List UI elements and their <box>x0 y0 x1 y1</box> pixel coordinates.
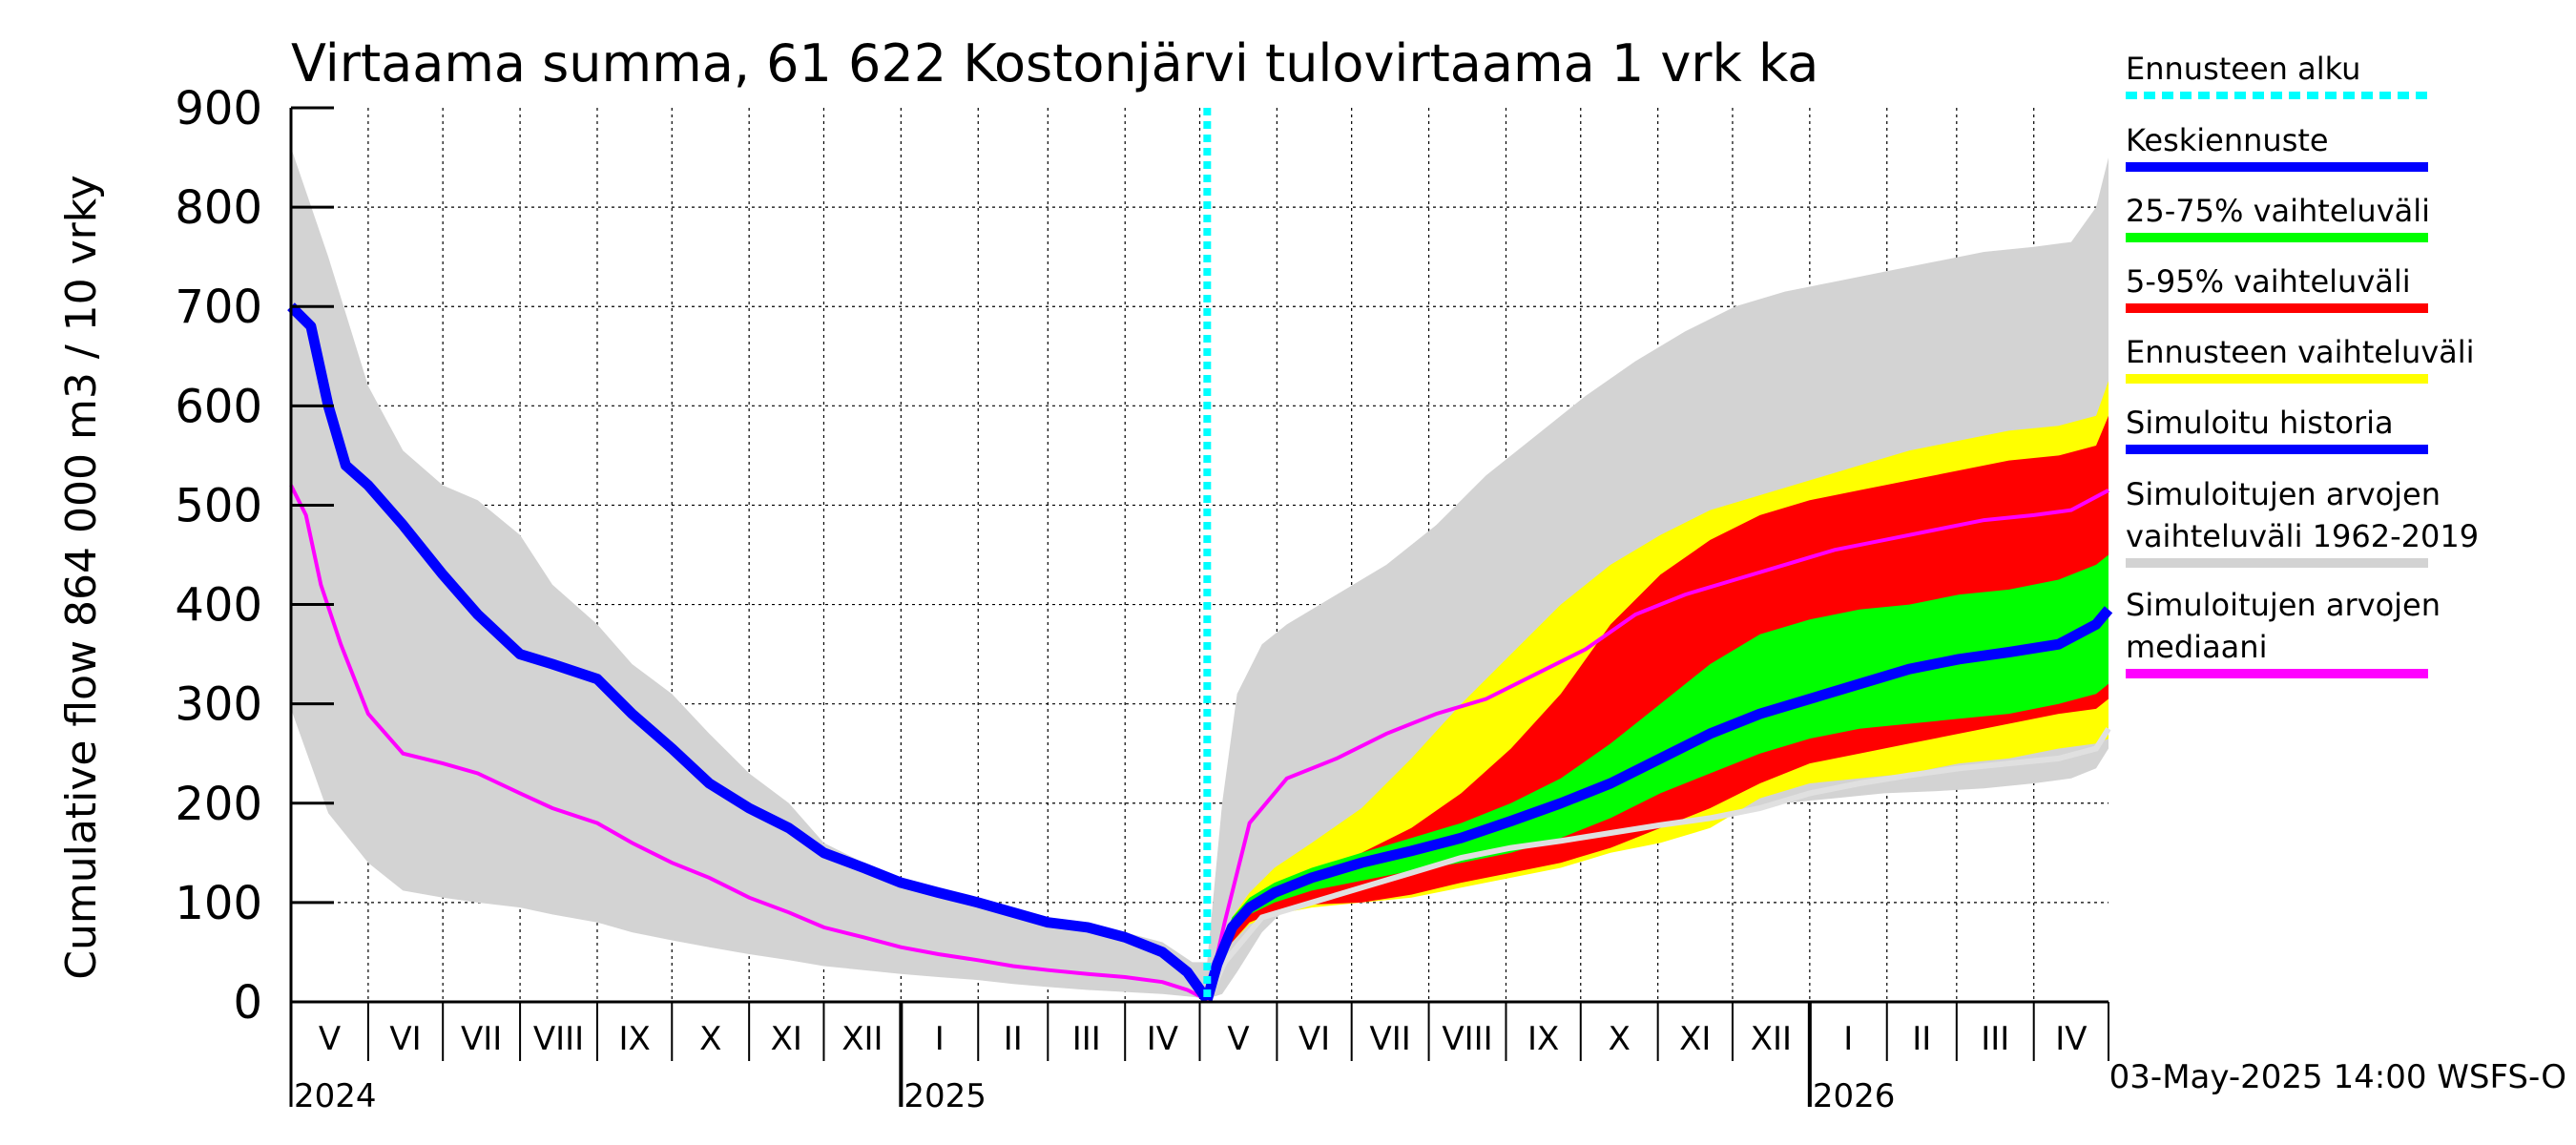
y-tick-label-500: 500 <box>175 479 262 532</box>
y-tick-label-800: 800 <box>175 181 262 235</box>
month-label-22: III <box>1981 1020 2009 1058</box>
legend-label-2: 25-75% vaihteluväli <box>2126 193 2430 229</box>
legend-label-0: Ennusteen alku <box>2126 51 2360 87</box>
chart-title: Virtaama summa, 61 622 Kostonjärvi tulov… <box>291 33 1818 94</box>
month-label-0: V <box>319 1020 341 1058</box>
month-label-7: XII <box>841 1020 883 1058</box>
legend: Ennusteen alku Keskiennuste 25-75% vaihtel… <box>2126 51 2479 678</box>
month-label-12: V <box>1227 1020 1249 1058</box>
y-tick-label-700: 700 <box>175 281 262 334</box>
month-label-18: XI <box>1679 1020 1711 1058</box>
line-keskiennuste <box>1202 606 2113 1002</box>
month-label-8: I <box>935 1020 945 1058</box>
month-label-6: XI <box>771 1020 802 1058</box>
month-label-13: VI <box>1298 1020 1330 1058</box>
y-tick-label-600: 600 <box>175 380 262 433</box>
month-label-20: I <box>1843 1020 1853 1058</box>
band-25-75 <box>1207 554 2109 1000</box>
lines <box>287 108 2113 1004</box>
year-label-2025: 2025 <box>904 1077 987 1115</box>
legend-label-1: Keskiennuste <box>2126 122 2329 158</box>
footer-timestamp: 03-May-2025 14:00 WSFS-O <box>2109 1058 2566 1096</box>
legend-label-5: Simuloitu historia <box>2126 405 2394 441</box>
month-label-5: X <box>699 1020 721 1058</box>
y-tick-label-0: 0 <box>233 976 262 1030</box>
month-label-1: VI <box>389 1020 421 1058</box>
month-label-21: II <box>1912 1020 1931 1058</box>
legend-label-4: Ennusteen vaihteluväli <box>2126 334 2475 370</box>
month-label-14: VII <box>1369 1020 1410 1058</box>
month-label-4: IX <box>618 1020 650 1058</box>
month-label-17: X <box>1609 1020 1631 1058</box>
line-simulated-history <box>287 302 1212 1004</box>
axes <box>289 106 2109 1107</box>
y-ticks: 0 100 200 300 400 500 600 700 800 900 <box>175 82 262 1030</box>
month-label-10: III <box>1072 1020 1101 1058</box>
y-axis-label: Cumulative flow 864 000 m3 / 10 vrky <box>57 175 106 979</box>
y-tick-label-400: 400 <box>175 579 262 633</box>
legend-label-7: Simuloitujen arvojen mediaani <box>2126 587 2441 665</box>
month-label-3: VIII <box>533 1020 584 1058</box>
line-median-forecast <box>1204 727 2111 1002</box>
y-tick-label-900: 900 <box>175 82 262 135</box>
month-label-23: IV <box>2055 1020 2087 1058</box>
legend-label-6: Simuloitujen arvojen vaihteluväli 1962-20… <box>2126 476 2479 554</box>
legend-label-3: 5-95% vaihteluväli <box>2126 263 2411 300</box>
y-tick-label-200: 200 <box>175 778 262 831</box>
month-label-16: IX <box>1527 1020 1559 1058</box>
year-label-2024: 2024 <box>294 1077 377 1115</box>
x-ticks: V VI VII VIII IX X XI XII I II III IV V VI VII VIII IX X X… <box>294 1020 2088 1115</box>
y-tick-label-100: 100 <box>175 877 262 930</box>
year-label-2026: 2026 <box>1813 1077 1896 1115</box>
month-label-19: XII <box>1751 1020 1792 1058</box>
y-tick-label-300: 300 <box>175 678 262 732</box>
month-label-15: VIII <box>1442 1020 1492 1058</box>
month-label-9: II <box>1004 1020 1023 1058</box>
month-label-2: VII <box>461 1020 502 1058</box>
line-median <box>289 484 2109 1003</box>
month-label-11: IV <box>1147 1020 1178 1058</box>
